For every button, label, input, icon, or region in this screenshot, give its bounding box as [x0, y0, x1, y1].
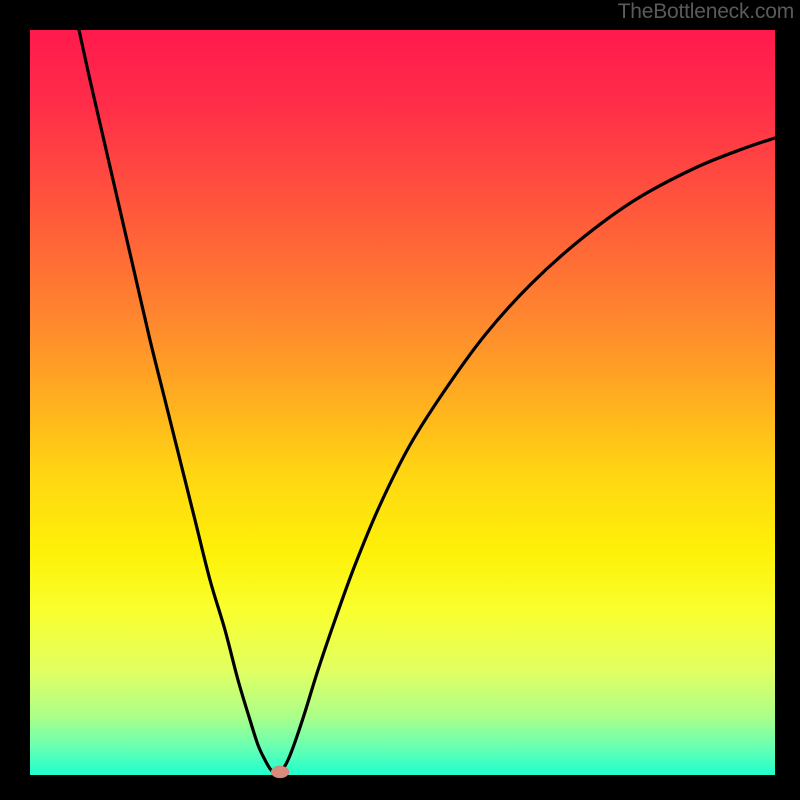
watermark-text: TheBottleneck.com [618, 0, 794, 24]
bottleneck-chart [0, 0, 800, 800]
chart-background [30, 30, 775, 775]
optimal-point-marker [271, 766, 289, 778]
